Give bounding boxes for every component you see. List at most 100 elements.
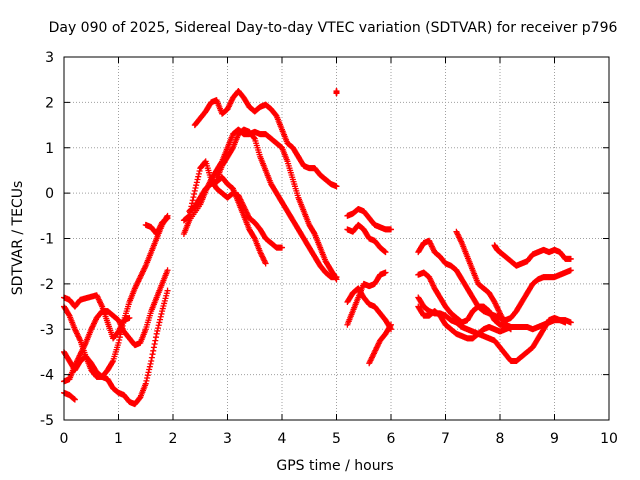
data-point: [149, 351, 156, 358]
data-point: [193, 179, 200, 186]
data-point: [279, 244, 285, 251]
series-track-q: [366, 321, 394, 367]
data-point: [150, 344, 157, 351]
data-point: [146, 366, 153, 373]
data-point: [146, 363, 153, 370]
data-point: [152, 337, 159, 344]
series-track-p: [344, 269, 389, 328]
data-points: [61, 88, 574, 408]
data-point: [157, 313, 164, 320]
data-point: [194, 176, 201, 183]
series-track-j: [186, 174, 269, 267]
data-point: [164, 287, 171, 294]
x-tick-label: 3: [223, 431, 232, 447]
x-tick-label: 4: [278, 431, 287, 447]
data-point: [262, 260, 269, 267]
data-point: [191, 190, 198, 197]
data-point: [382, 269, 389, 276]
data-point: [196, 168, 203, 175]
data-point: [388, 226, 394, 233]
y-tick-label: 3: [45, 50, 54, 66]
data-point: [164, 215, 171, 222]
data-point: [117, 331, 124, 338]
x-tick-label: 1: [114, 431, 123, 447]
series-track-e: [61, 389, 78, 403]
data-point: [115, 339, 122, 346]
data-point: [333, 88, 340, 95]
data-point: [333, 274, 340, 281]
data-point: [497, 249, 503, 256]
x-axis-label: GPS time / hours: [276, 458, 393, 474]
y-axis-label: SDTVAR / TECUs: [10, 181, 26, 296]
data-point: [333, 183, 340, 190]
x-tick-label: 0: [60, 431, 69, 447]
data-point: [189, 197, 196, 204]
data-point: [387, 322, 394, 329]
y-tick-label: 1: [45, 141, 54, 157]
y-tick-label: -4: [40, 368, 54, 384]
data-point: [150, 347, 157, 354]
data-point: [567, 255, 574, 262]
data-point: [155, 322, 162, 329]
data-point: [116, 337, 123, 344]
data-point: [109, 359, 116, 366]
series-track-h: [180, 126, 340, 283]
data-point: [195, 173, 202, 180]
chart-title: Day 090 of 2025, Sidereal Day-to-day VTE…: [49, 20, 618, 36]
data-point: [507, 326, 514, 333]
data-point: [152, 334, 159, 341]
series-track-a: [61, 292, 133, 342]
data-point: [251, 134, 258, 141]
data-point: [195, 170, 202, 177]
x-tick-label: 10: [600, 431, 618, 447]
data-point: [562, 319, 569, 326]
data-point: [567, 319, 574, 326]
x-tick-label: 7: [441, 431, 450, 447]
grid-lines: [64, 57, 609, 420]
data-point: [155, 325, 162, 332]
axis-ticks: 0 1 2 3 4 5 6 7 8 9 10 -5 -4 -3 -2 -1 0 1 2 3: [40, 50, 618, 447]
data-point: [192, 185, 199, 192]
y-tick-label: -2: [40, 277, 54, 293]
data-point: [193, 182, 200, 189]
series-track-v: [453, 228, 514, 333]
data-point: [142, 380, 149, 387]
data-point: [156, 319, 163, 326]
series-track-f: [142, 215, 171, 237]
data-point: [153, 330, 160, 337]
data-point: [164, 267, 171, 274]
data-point: [151, 340, 158, 347]
data-point: [158, 310, 165, 317]
data-point: [144, 372, 151, 379]
series-track-i: [191, 88, 340, 190]
data-point: [143, 377, 150, 384]
series-track-d: [61, 287, 171, 408]
data-point: [388, 321, 394, 328]
data-point: [190, 194, 197, 201]
series-track-k: [213, 126, 340, 281]
series-track-c: [61, 267, 171, 385]
series-track-m: [344, 206, 394, 233]
data-point: [148, 358, 155, 365]
y-tick-label: 2: [45, 95, 54, 111]
y-tick-label: -5: [40, 413, 54, 429]
data-point: [382, 249, 389, 256]
y-tick-label: -1: [40, 232, 54, 248]
y-tick-label: -3: [40, 322, 54, 338]
data-point: [567, 267, 574, 274]
x-tick-label: 8: [496, 431, 505, 447]
x-tick-label: 6: [387, 431, 396, 447]
data-point: [145, 369, 152, 376]
x-tick-label: 5: [332, 431, 341, 447]
y-tick-label: 0: [45, 186, 54, 202]
x-tick-label: 9: [550, 431, 559, 447]
series-track-n: [344, 221, 389, 256]
data-point: [147, 360, 154, 367]
data-point: [148, 354, 155, 361]
x-tick-label: 2: [169, 431, 178, 447]
series-track-w: [497, 246, 574, 269]
data-point: [154, 327, 161, 334]
series-track-x: [491, 242, 503, 256]
series-track-l: [333, 88, 340, 97]
